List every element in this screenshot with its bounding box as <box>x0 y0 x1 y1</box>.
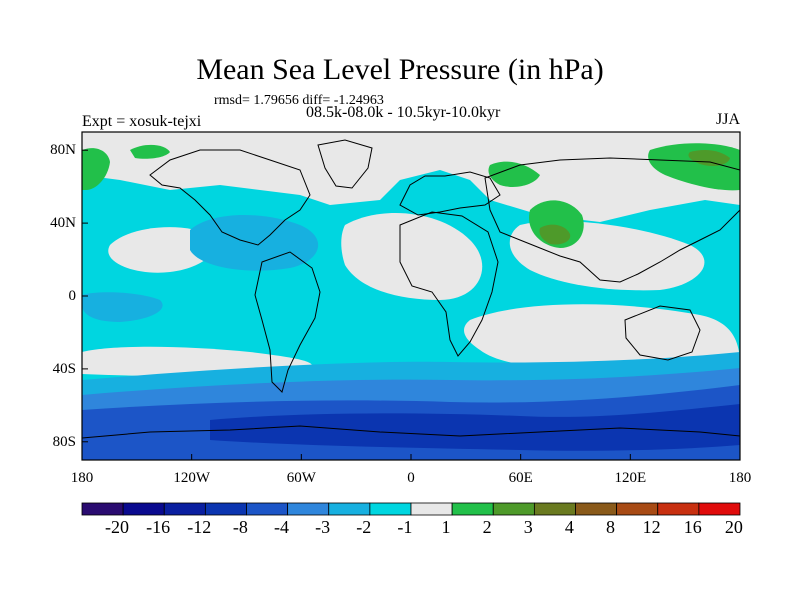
coastline-greenland <box>317 139 373 189</box>
field-region-minus2 <box>82 292 163 322</box>
colorbar-label: 16 <box>683 517 702 537</box>
colorbar-swatch <box>122 502 165 516</box>
lon-tick-label: 60W <box>286 470 316 486</box>
colorbar-swatch <box>451 502 494 516</box>
colorbar-label: -2 <box>356 517 372 537</box>
colorbar-label: -1 <box>397 517 413 537</box>
colorbar-swatch <box>533 502 576 516</box>
lat-tick-label: 0 <box>68 288 77 304</box>
field-region-plus1 <box>130 144 170 159</box>
experiment-label: Expt = xosuk-tejxi <box>82 113 202 130</box>
colorbar-swatch <box>369 502 412 516</box>
colorbar-label: -20 <box>104 517 129 537</box>
colorbar-swatch <box>698 502 741 516</box>
colorbar-swatch <box>204 502 247 516</box>
field-region-neutral <box>82 132 740 222</box>
colorbar-swatch <box>246 502 289 516</box>
coastlines <box>82 139 740 439</box>
lat-tick-label: 80S <box>52 433 76 450</box>
field-region-neutral <box>341 213 483 300</box>
colorbar-label: -8 <box>232 517 248 537</box>
field-region-minus2 <box>190 214 319 271</box>
colorbar-label: 3 <box>523 517 533 537</box>
lon-tick-label: 0 <box>407 470 415 486</box>
field-region-neutral <box>108 227 216 273</box>
colorbar-label: 4 <box>564 517 574 537</box>
colorbar-label: 12 <box>642 517 661 537</box>
coastline-asia <box>484 157 740 283</box>
field-region-plus1 <box>488 161 540 187</box>
colorbar-swatch <box>328 502 371 516</box>
coastline-antarctica <box>82 425 740 439</box>
coastline-africa <box>399 211 499 357</box>
colorbar-label: -12 <box>187 517 212 537</box>
coastline-australia <box>624 305 701 361</box>
season-label: JJA <box>715 111 740 128</box>
coastline-north-america <box>149 149 311 246</box>
field-region-neutral <box>464 304 740 373</box>
colorbar-swatch <box>657 502 700 516</box>
lat-tick-label: 40S <box>52 360 76 377</box>
colorbar-swatch <box>492 502 535 516</box>
colorbar-label: -3 <box>315 517 331 537</box>
lon-tick-label: 180 <box>728 470 752 486</box>
colorbar-swatch <box>575 502 618 516</box>
colorbar <box>81 502 741 516</box>
lon-tick-label: 180 <box>70 470 94 486</box>
lat-tick-label: 80N <box>50 142 76 159</box>
lat-tick-label: 40N <box>50 215 76 232</box>
colorbar-swatch <box>163 502 206 516</box>
lon-tick-label: 120W <box>173 470 210 486</box>
pressure-field <box>82 132 740 460</box>
chart-title: Mean Sea Level Pressure (in hPa) <box>196 53 604 86</box>
field-region-plus1 <box>82 148 110 190</box>
colorbar-label: 20 <box>724 517 743 537</box>
lon-tick-label: 120E <box>614 470 647 486</box>
rmsd-diff-text: rmsd= 1.79656 diff= -1.24963 <box>214 93 384 108</box>
coastline-south-america <box>254 251 321 393</box>
colorbar-swatch <box>616 502 659 516</box>
field-region-minus8 <box>210 404 740 451</box>
colorbar-swatch <box>287 502 330 516</box>
colorbar-label: 2 <box>482 517 492 537</box>
colorbar-label: 1 <box>441 517 451 537</box>
field-region-plus2 <box>539 224 571 245</box>
colorbar-swatch <box>410 502 453 516</box>
colorbar-label: -4 <box>273 517 289 537</box>
colorbar-label: -16 <box>146 517 171 537</box>
colorbar-label: 8 <box>605 517 615 537</box>
period-text: 08.5k-08.0k - 10.5kyr-10.0kyr <box>306 104 501 121</box>
lon-tick-label: 60E <box>508 470 533 486</box>
colorbar-swatch <box>81 502 124 516</box>
